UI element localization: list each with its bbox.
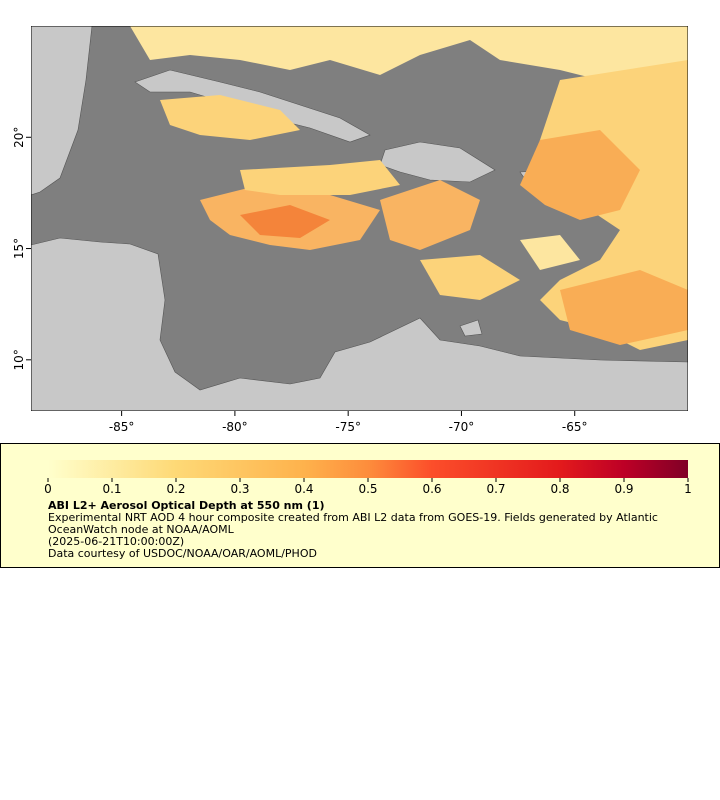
colorbar-tick-label: 0.3 bbox=[230, 482, 249, 496]
colorbar-tick-label: 0.6 bbox=[422, 482, 441, 496]
colorbar-tick-label: 0 bbox=[44, 482, 52, 496]
legend-description: Experimental NRT AOD 4 hour composite cr… bbox=[48, 511, 658, 536]
legend-credit: Data courtesy of USDOC/NOAA/OAR/AOML/PHO… bbox=[48, 547, 317, 560]
x-tick-label: -65° bbox=[562, 420, 588, 434]
legend-time: (2025-06-21T10:00:00Z) bbox=[48, 535, 185, 548]
map-area bbox=[31, 26, 688, 411]
colorbar-tick-label: 0.7 bbox=[486, 482, 505, 496]
y-tick-label: 20° bbox=[12, 127, 26, 148]
x-tick-label: -70° bbox=[449, 420, 475, 434]
colorbar-tick-label: 1 bbox=[684, 482, 692, 496]
x-tick-label: -75° bbox=[335, 420, 361, 434]
legend-text: ABI L2+ Aerosol Optical Depth at 550 nm … bbox=[48, 500, 688, 560]
y-tick-label: 15° bbox=[12, 238, 26, 259]
colorbar-tick-label: 0.8 bbox=[550, 482, 569, 496]
x-tick-label: -80° bbox=[222, 420, 248, 434]
colorbar-tick-label: 0.1 bbox=[102, 482, 121, 496]
colorbar-tick-label: 0.2 bbox=[166, 482, 185, 496]
x-tick-label: -85° bbox=[109, 420, 135, 434]
colorbar-tick-label: 0.4 bbox=[294, 482, 313, 496]
aerosol-patches bbox=[130, 26, 688, 350]
legend-title: ABI L2+ Aerosol Optical Depth at 550 nm … bbox=[48, 499, 325, 512]
colorbar-tick-label: 0.9 bbox=[614, 482, 633, 496]
y-tick-label: 10° bbox=[12, 349, 26, 370]
colorbar bbox=[48, 460, 688, 478]
colorbar-tick-label: 0.5 bbox=[358, 482, 377, 496]
